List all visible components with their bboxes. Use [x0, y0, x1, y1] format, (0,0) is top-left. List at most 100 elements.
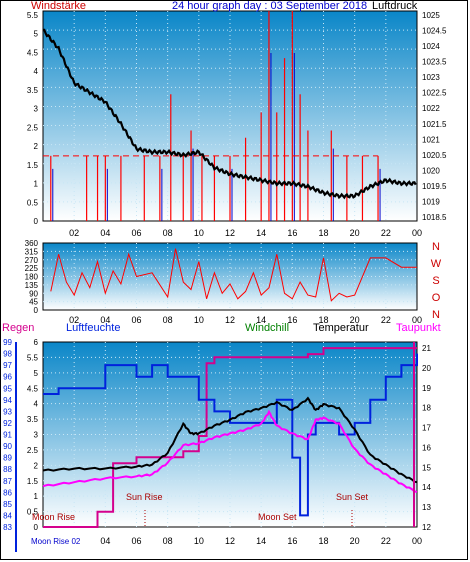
pressure-wind-panel: 5.5 5 4.5 4 3.5 3 2.5 2 1.5 1 0.5 0 1025 1024.5 1024 10…	[27, 0, 447, 238]
humidity-axis-tick: 2.5	[27, 446, 39, 455]
temperature-axis-tick: 14	[422, 483, 431, 492]
temperature-axis-tick: 19	[422, 384, 431, 393]
wind-direction-series	[50, 248, 417, 302]
temperature-line	[42, 396, 418, 484]
pressure-axis-tick: 1025	[422, 11, 440, 20]
direction-axis-tick: 270	[25, 256, 39, 265]
pressure-axis-tick: 1023	[422, 73, 440, 82]
humidity-axis-tick: 4.5	[27, 384, 39, 393]
temperature-axis-tick: 12	[422, 523, 431, 532]
mid-x-tick: 14	[256, 315, 266, 325]
humidity-line	[43, 353, 418, 517]
direction-axis-tick: 45	[29, 298, 38, 307]
mid-x-tick: 00	[412, 315, 422, 325]
top-x-tick: 22	[381, 228, 391, 238]
direction-axis-tick: 315	[25, 247, 39, 256]
rain-axis-tick: 92	[3, 419, 12, 428]
rain-axis-tick: 94	[3, 396, 12, 405]
direction-axis-tick: 225	[25, 264, 39, 273]
temperature-axis-tick: 21	[422, 344, 431, 353]
rain-axis-tick: 99	[3, 338, 12, 347]
wind-axis-tick: 3.5	[27, 86, 39, 95]
compass-letter: O	[432, 292, 441, 304]
pressure-axis-tick: 1018.5	[422, 213, 447, 222]
direction-axis-tick: 90	[29, 289, 38, 298]
temperature-ticks: 99 98 97 96 95 94 93 92 91 90 89 88 87 86 85 84 83 6 5.5 5 4…	[3, 338, 431, 552]
temperature-axis-tick: 20	[422, 364, 431, 373]
moon-set-label: Moon Set	[258, 512, 297, 522]
rain-axis-tick: 87	[3, 477, 12, 486]
bottom-x-tick: 08	[163, 536, 173, 546]
direction-axis-tick: 180	[25, 273, 39, 282]
humidity-axis-tick: 5	[34, 369, 39, 378]
rain-axis-tick: 96	[3, 373, 12, 382]
top-x-tick: 06	[131, 228, 141, 238]
mid-x-tick: 10	[194, 315, 204, 325]
rain-axis-tick: 84	[3, 511, 12, 520]
top-x-tick: 04	[100, 228, 110, 238]
humidity-axis-tick: 5.5	[27, 353, 39, 362]
chart-title: 24 hour graph day : 03 September 2018	[172, 0, 367, 12]
rain-axis-tick: 85	[3, 500, 12, 509]
rain-axis-tick: 91	[3, 431, 12, 440]
top-x-tick: 00	[412, 228, 422, 238]
top-x-tick: 10	[194, 228, 204, 238]
rain-axis-tick: 88	[3, 465, 12, 474]
rain-axis-tick: 90	[3, 442, 12, 451]
rain-axis-tick: 86	[3, 488, 12, 497]
top-x-tick: 08	[163, 228, 173, 238]
top-x-tick: 14	[256, 228, 266, 238]
bottom-x-tick: 04	[100, 536, 110, 546]
rain-axis-tick: 95	[3, 384, 12, 393]
wind-axis-tick: 4.5	[27, 48, 39, 57]
top-x-tick: 12	[225, 228, 235, 238]
rain-label: Regen	[2, 322, 34, 334]
wind-speed-label: Windstärke	[31, 0, 86, 12]
wind-axis-tick: 0.5	[27, 198, 39, 207]
humidity-axis-tick: 0	[34, 523, 39, 532]
direction-axis-tick: 0	[34, 306, 39, 315]
pressure-axis-tick: 1021.5	[422, 120, 447, 129]
pressure-wind-ticks: 5.5 5 4.5 4 3.5 3 2.5 2 1.5 1 0.5 0 1025 1024.5 1024 10…	[27, 11, 447, 238]
top-x-tick: 20	[350, 228, 360, 238]
mid-x-tick: 22	[381, 315, 391, 325]
wind-axis-tick: 4	[34, 67, 39, 76]
humidity-axis-tick: 1.5	[27, 477, 39, 486]
bottom-x-tick: 22	[381, 536, 391, 546]
temperature-axis-tick: 13	[422, 503, 431, 512]
humidity-axis-tick: 1	[34, 492, 39, 501]
sun-set-label: Sun Set	[336, 492, 369, 502]
pressure-axis-tick: 1023.5	[422, 58, 447, 67]
humidity-axis-tick: 2	[34, 461, 39, 470]
temperature-axis-tick: 16	[422, 443, 431, 452]
humidity-axis-tick: 6	[34, 338, 39, 347]
mid-x-tick: 04	[100, 315, 110, 325]
temperature-series-group	[42, 347, 418, 528]
temperature-axis-tick: 18	[422, 404, 431, 413]
compass-letter: N	[432, 241, 440, 253]
humidity-axis-tick: 0.5	[27, 508, 39, 517]
bottom-x-tick: 00	[412, 536, 422, 546]
wind-direction-plot-bg	[42, 242, 418, 311]
pressure-axis-tick: 1024	[422, 42, 440, 51]
pressure-axis-tick: 1022	[422, 104, 440, 113]
compass-letter: S	[432, 275, 439, 287]
pressure-axis-tick: 1022.5	[422, 89, 447, 98]
pressure-label: Luftdruck	[372, 0, 418, 12]
mid-x-tick: 12	[225, 315, 235, 325]
moon-rise-label: Moon Rise	[32, 512, 75, 522]
pressure-axis-tick: 1020	[422, 166, 440, 175]
top-x-tick: 02	[69, 228, 79, 238]
direction-axis-tick: 360	[25, 239, 39, 248]
wind-axis-tick: 3	[34, 105, 39, 114]
compass-letter: N	[432, 309, 440, 321]
rain-axis-tick: 98	[3, 350, 12, 359]
rain-axis-tick: 93	[3, 407, 12, 416]
wind-axis-tick: 2	[34, 142, 39, 151]
temperature-axis-tick: 15	[422, 463, 431, 472]
humidity-axis-tick: 3	[34, 431, 39, 440]
wind-axis-tick: 1.5	[27, 161, 39, 170]
